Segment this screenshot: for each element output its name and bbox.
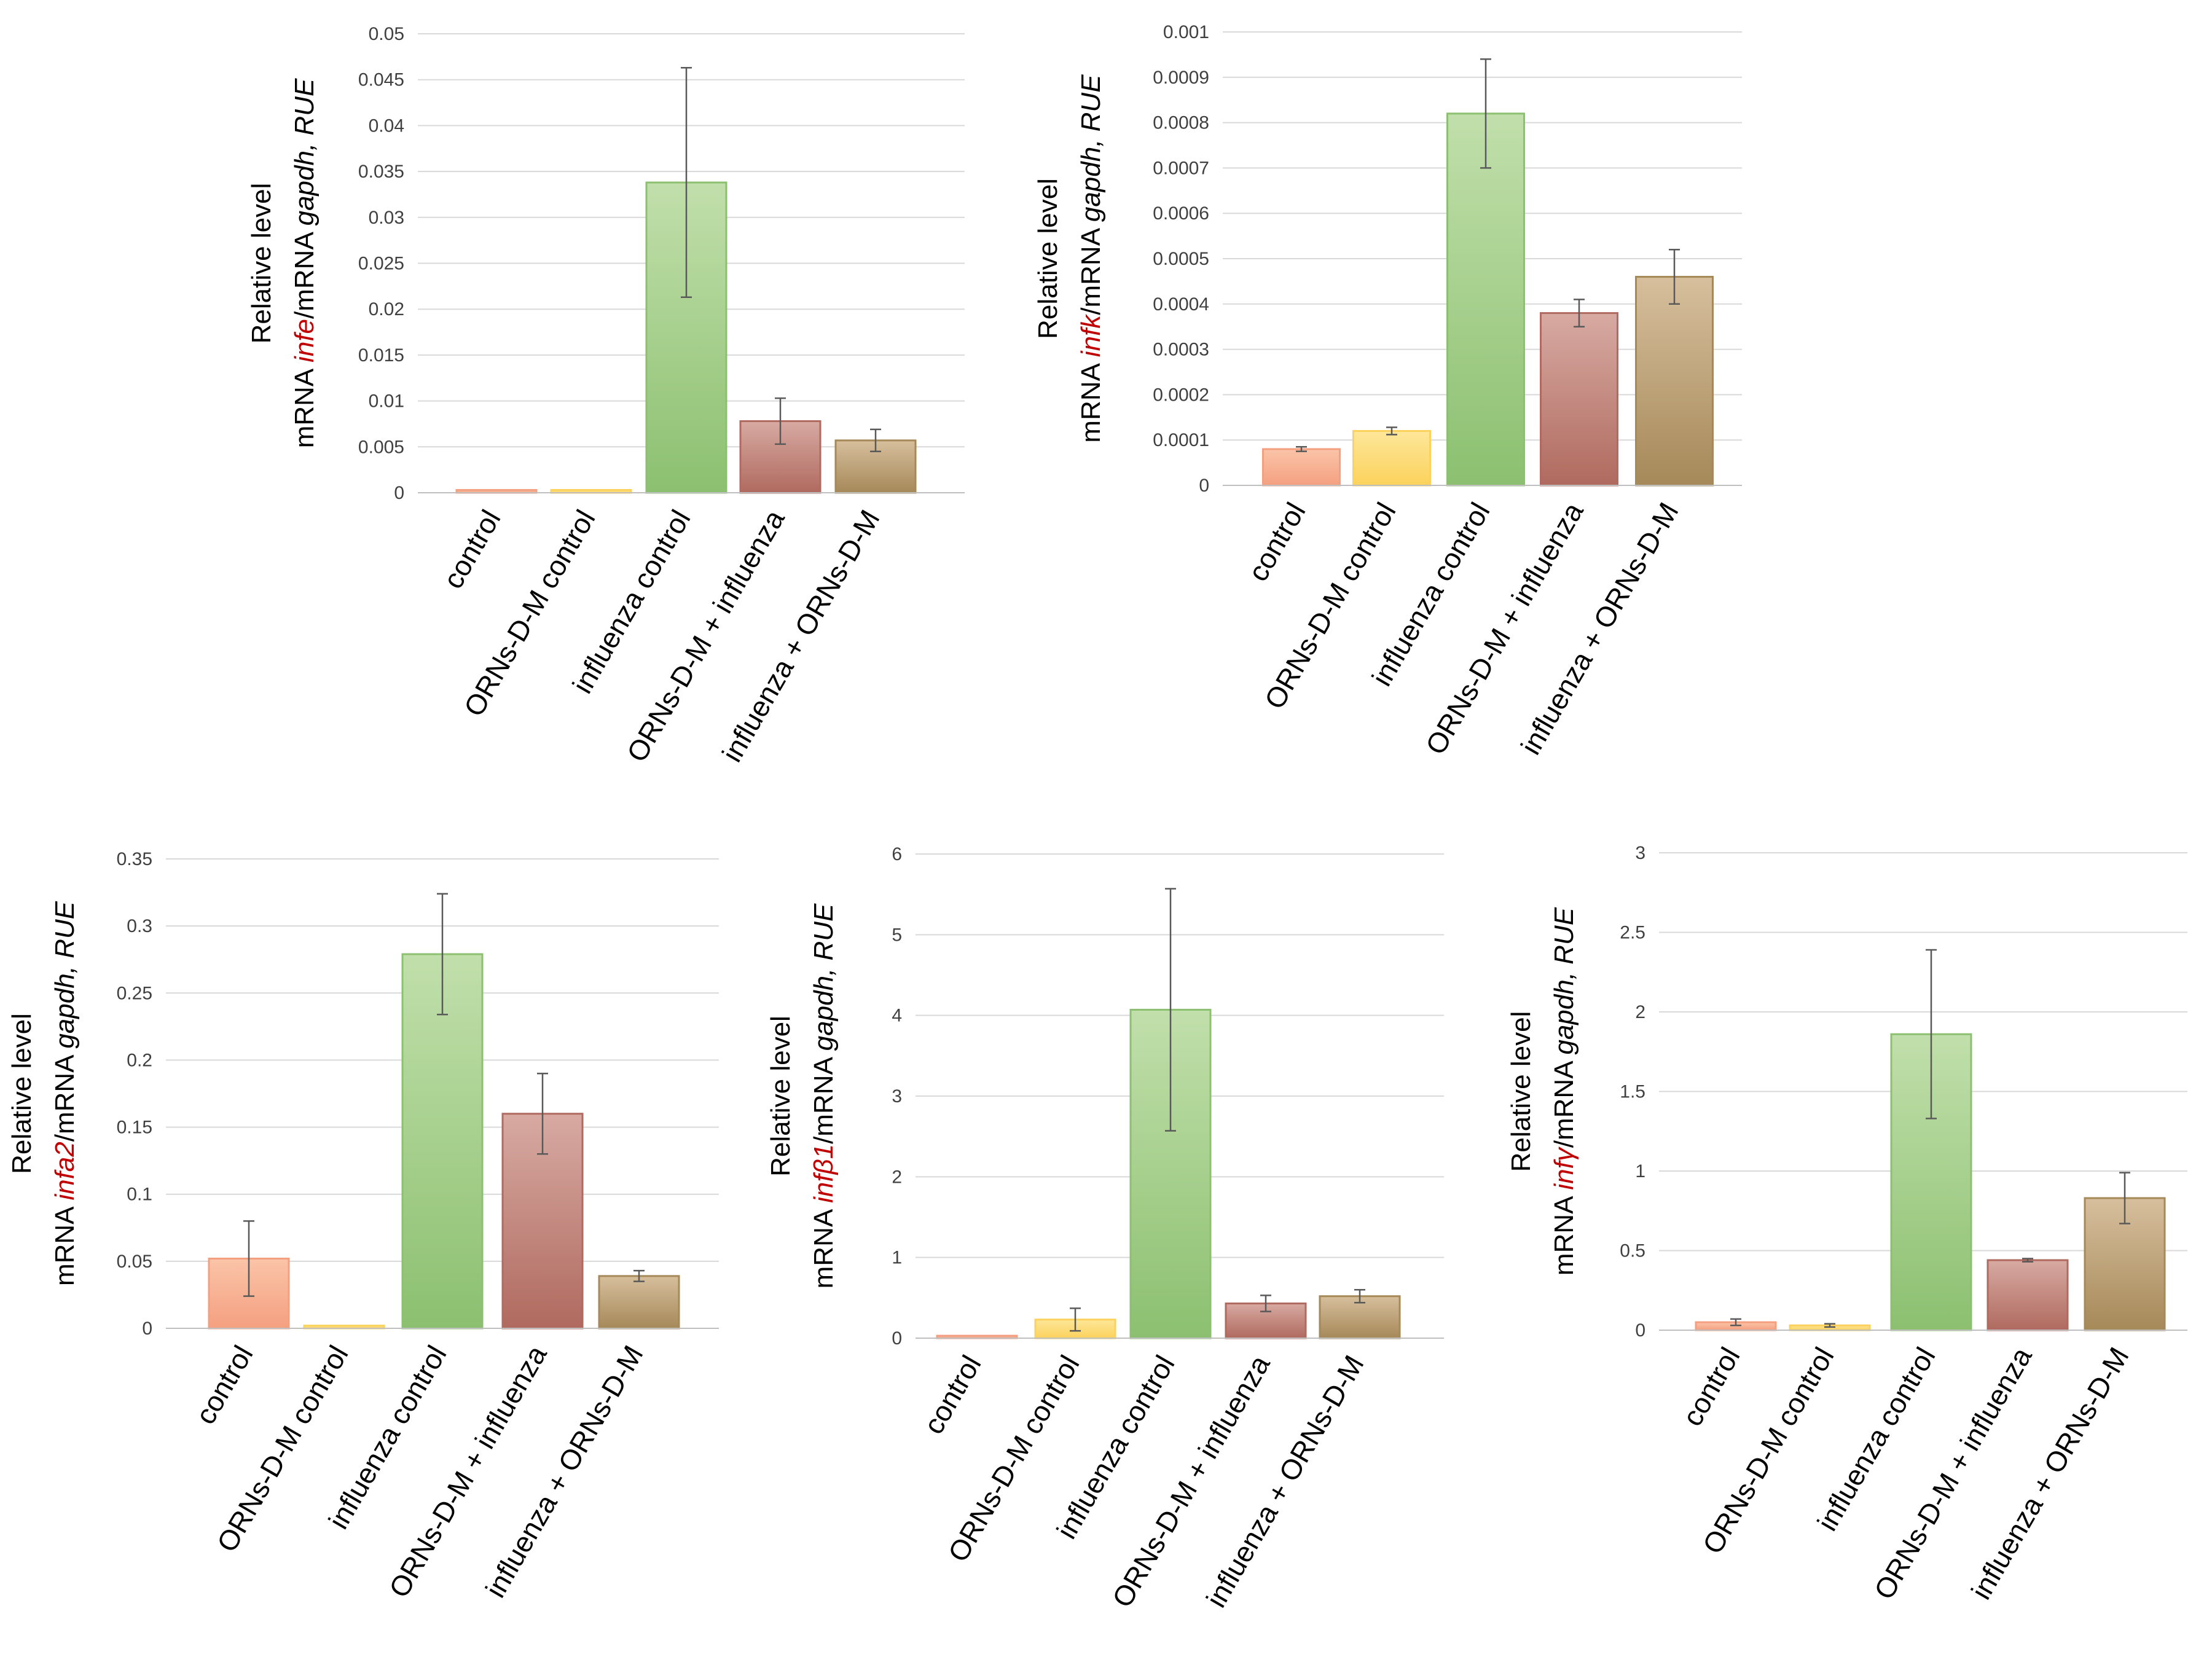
svg-text:Relative level: Relative level <box>1033 178 1063 339</box>
x-category-label: control <box>189 1340 259 1430</box>
y-tick-label: 0.0005 <box>1153 249 1209 269</box>
svg-text:mRNA infγ/mRNA gapdh, RUE: mRNA infγ/mRNA gapdh, RUE <box>1549 907 1579 1275</box>
y-tick-label: 0.05 <box>117 1252 152 1272</box>
bar-ornsdm_influenza <box>1540 312 1618 487</box>
y-tick-label: 0.15 <box>117 1118 152 1138</box>
svg-text:Relative level: Relative level <box>7 1013 37 1174</box>
error-bar <box>1730 1318 1741 1326</box>
bar-influenza_control <box>401 953 484 1330</box>
error-bar <box>1480 58 1491 169</box>
error-bar <box>2119 1172 2130 1224</box>
bar-ornsdm_influenza <box>1986 1259 2069 1331</box>
y-tick-label: 0.015 <box>358 345 404 366</box>
error-bar <box>1260 1295 1271 1312</box>
error-bar <box>1070 1307 1081 1332</box>
y-axis-label: Relative level mRNA infγ/mRNA gapdh, RUE <box>1506 907 1579 1275</box>
y-tick-label: 0.02 <box>369 299 404 319</box>
svg-text:mRNA infβ1/mRNA gapdh, RUE: mRNA infβ1/mRNA gapdh, RUE <box>809 903 839 1288</box>
y-tick-label: 0 <box>142 1318 152 1339</box>
bar-influenza_ornsdm <box>598 1275 680 1330</box>
y-tick-label: 0.0006 <box>1153 203 1209 224</box>
y-tick-label: 1 <box>1635 1161 1645 1181</box>
y-axis-label: Relative level mRNA infa2/mRNA gapdh, RUE <box>7 901 80 1286</box>
y-tick-label: 0 <box>1635 1320 1645 1341</box>
y-tick-label: 0.3 <box>127 916 152 936</box>
error-bar <box>1669 248 1680 305</box>
error-bar <box>1386 426 1397 436</box>
error-bar <box>1296 446 1307 452</box>
y-tick-label: 0.03 <box>369 208 404 228</box>
error-bar <box>1165 888 1176 1132</box>
error-bar <box>681 67 692 299</box>
error-bar <box>775 397 786 445</box>
svg-text:mRNA infk/mRNA gapdh, RUE: mRNA infk/mRNA gapdh, RUE <box>1076 74 1106 443</box>
y-tick-label: 4 <box>892 1006 902 1026</box>
y-tick-label: 1 <box>892 1248 902 1268</box>
bar-influenza_ornsdm <box>1635 276 1714 487</box>
svg-text:Relative level: Relative level <box>246 183 276 344</box>
y-axis-label: Relative level mRNA infβ1/mRNA gapdh, RUE <box>766 903 839 1288</box>
y-axis-label: Relative level mRNA infk/mRNA gapdh, RUE <box>1033 74 1106 443</box>
error-bar <box>870 428 881 453</box>
y-tick-label: 0.5 <box>1620 1241 1645 1261</box>
error-bar <box>1824 1323 1835 1328</box>
bar-control <box>1262 448 1341 487</box>
y-tick-label: 0.25 <box>117 983 152 1003</box>
y-tick-label: 0 <box>394 483 404 503</box>
x-category-label: control <box>917 1350 987 1440</box>
y-tick-label: 0.001 <box>1163 22 1209 42</box>
chart-3-infa2: 00.050.10.150.20.250.30.35controlORNs-D-… <box>7 849 719 1603</box>
bar-ornsdm_control <box>1352 429 1431 487</box>
y-tick-label: 1.5 <box>1620 1082 1645 1102</box>
error-bar <box>1574 299 1585 327</box>
y-tick-label: 0.04 <box>369 116 404 136</box>
y-tick-label: 0.045 <box>358 70 404 90</box>
x-category-label: control <box>1676 1342 1746 1432</box>
x-category-label: control <box>437 504 507 594</box>
y-tick-label: 0.025 <box>358 254 404 274</box>
chart-1-infe: 0 0.005 0.01 0.015 0.02 0.025 0.03 0.035 0.04 0.0… <box>246 24 965 767</box>
y-tick-label: 0.1 <box>127 1185 152 1205</box>
y-tick-label: 0.0009 <box>1153 68 1209 88</box>
y-tick-label: 0.01 <box>369 391 404 412</box>
y-tick-label: 0.0001 <box>1153 430 1209 450</box>
error-bar <box>243 1220 254 1297</box>
svg-text:mRNA infe/mRNA gapdh, RUE: mRNA infe/mRNA gapdh, RUE <box>289 78 320 448</box>
y-tick-label: 0.035 <box>358 162 404 182</box>
y-tick-label: 0.05 <box>369 24 404 44</box>
y-tick-label: 0 <box>1199 476 1209 496</box>
svg-text:Relative level: Relative level <box>766 1016 796 1177</box>
y-tick-label: 0.35 <box>117 849 152 869</box>
x-category-label: control <box>1242 497 1312 587</box>
y-tick-label: 0.0008 <box>1153 113 1209 133</box>
svg-text:mRNA infa2/mRNA gapdh, RUE: mRNA infa2/mRNA gapdh, RUE <box>50 901 80 1286</box>
error-bar <box>1354 1288 1365 1304</box>
y-tick-label: 2 <box>1635 1002 1645 1022</box>
y-axis-label: Relative level mRNA infe/mRNA gapdh, RUE <box>246 78 320 448</box>
error-bar <box>537 1073 548 1155</box>
y-tick-label: 0.005 <box>358 437 404 457</box>
y-tick-label: 0.0004 <box>1153 294 1209 315</box>
svg-text:Relative level: Relative level <box>1506 1011 1536 1172</box>
y-tick-label: 6 <box>892 844 902 864</box>
error-bar <box>2022 1258 2033 1263</box>
y-tick-label: 0.0007 <box>1153 158 1209 178</box>
error-bar <box>633 1269 645 1282</box>
y-tick-label: 5 <box>892 925 902 945</box>
error-bar <box>437 893 448 1016</box>
y-tick-label: 0.0003 <box>1153 340 1209 360</box>
y-tick-label: 3 <box>1635 843 1645 863</box>
bar-influenza_control <box>1446 112 1525 487</box>
y-tick-label: 2 <box>892 1167 902 1187</box>
error-bar <box>1926 949 1937 1119</box>
y-tick-label: 0 <box>892 1328 902 1349</box>
y-tick-label: 0.2 <box>127 1050 152 1070</box>
chart-2-infk: 0 0.0001 0.0002 0.0003 0.0004 0.0005 0.0006 0.0… <box>1033 22 1742 760</box>
y-tick-label: 0.0002 <box>1153 385 1209 405</box>
y-tick-label: 2.5 <box>1620 923 1645 943</box>
y-tick-label: 3 <box>892 1086 902 1107</box>
